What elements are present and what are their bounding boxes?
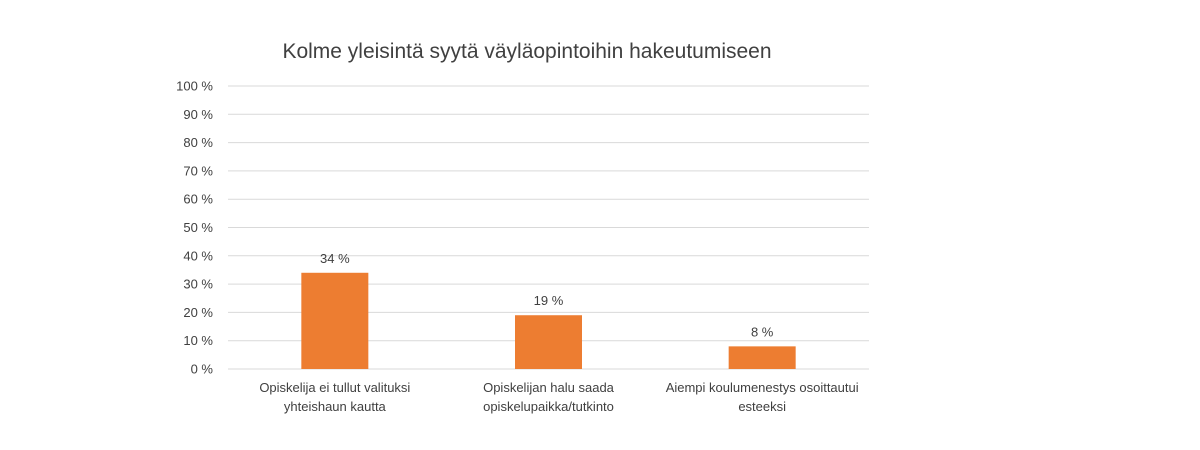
y-tick-label: 100 % [176, 79, 213, 94]
chart-title: Kolme yleisintä syytä väyläopintoihin ha… [282, 40, 771, 63]
category-label: Opiskelijan halu saada [483, 380, 615, 395]
y-tick-label: 50 % [183, 220, 213, 235]
data-label: 19 % [534, 293, 564, 308]
category-label: esteeksi [738, 399, 786, 414]
y-tick-label: 20 % [183, 305, 213, 320]
y-tick-label: 40 % [183, 248, 213, 263]
y-tick-label: 70 % [183, 163, 213, 178]
data-label: 8 % [751, 324, 774, 339]
bars [301, 272, 796, 369]
category-label: Aiempi koulumenestys osoittautui [666, 380, 859, 395]
bar [515, 315, 582, 369]
y-tick-label: 10 % [183, 333, 213, 348]
category-label: yhteishaun kautta [284, 399, 387, 414]
y-tick-label: 60 % [183, 192, 213, 207]
data-labels: 34 % 19 % 8 % [320, 251, 774, 340]
bar [301, 272, 369, 369]
category-labels: Opiskelija ei tullut valituksi yhteishaun… [259, 380, 858, 414]
data-label: 34 % [320, 251, 350, 266]
y-tick-label: 80 % [183, 135, 213, 150]
y-tick-label: 0 % [191, 362, 214, 377]
y-axis-ticks: 0 % 10 % 20 % 30 % 40 % 50 % 60 % 70 % 80 % 90 % 1… [176, 79, 213, 377]
y-tick-label: 90 % [183, 107, 213, 122]
bar [728, 346, 796, 369]
y-tick-label: 30 % [183, 277, 213, 292]
category-label: Opiskelija ei tullut valituksi [259, 380, 410, 395]
category-label: opiskelupaikka/tutkinto [483, 399, 614, 414]
